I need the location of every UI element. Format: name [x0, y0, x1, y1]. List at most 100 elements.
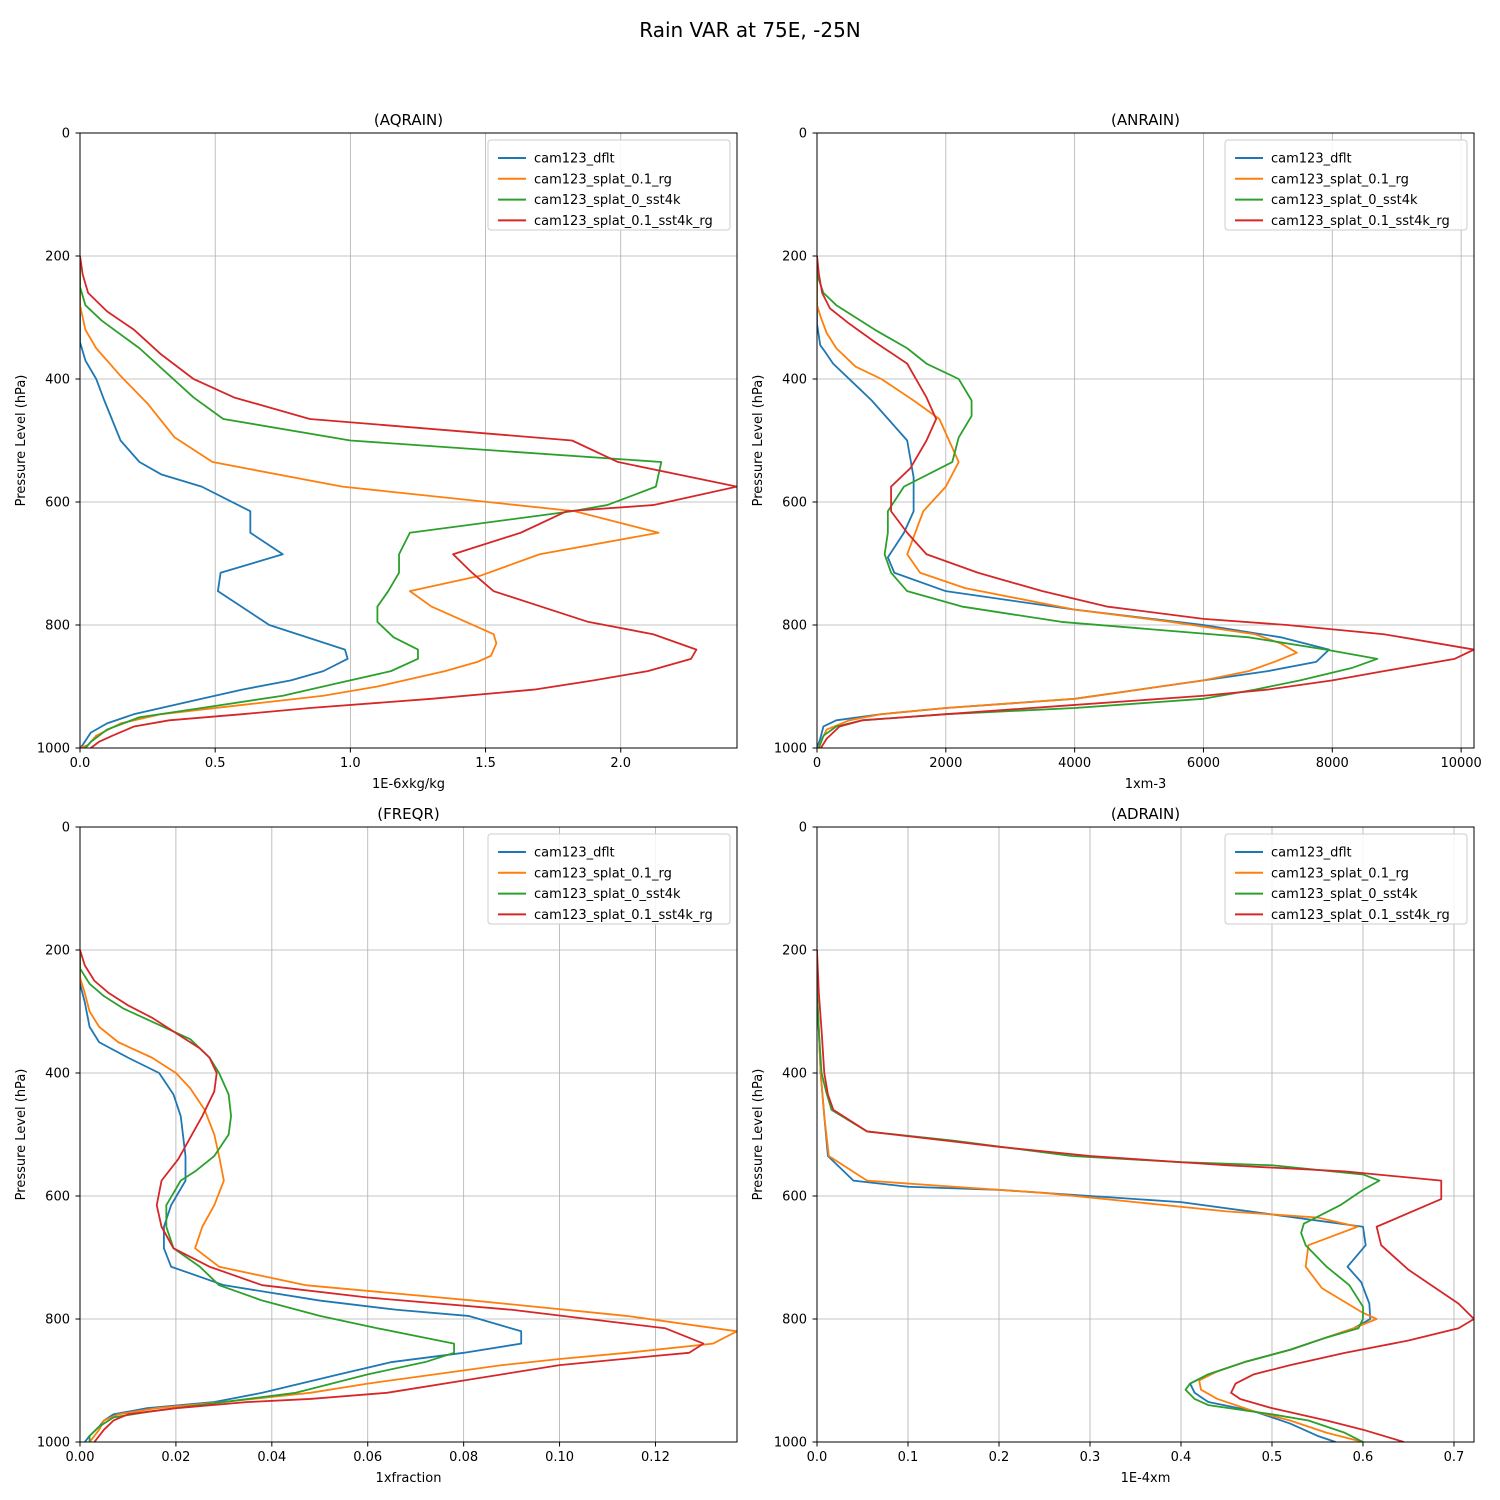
y-axis-label: Pressure Level (hPa): [751, 375, 766, 507]
y-tick-label: 600: [782, 1190, 807, 1205]
axes-frame: [816, 826, 1475, 1443]
y-tick-label: 400: [45, 373, 70, 388]
y-tick-label: 600: [45, 1190, 70, 1205]
axes-frame: [79, 132, 738, 749]
y-axis-label: Pressure Level (hPa): [751, 1069, 766, 1201]
y-axis-label: Pressure Level (hPa): [14, 375, 29, 507]
series-line-cam123_splat_0.1_rg: [80, 256, 660, 748]
y-tick-label: 0: [799, 127, 807, 142]
x-axis-label: 1E-6xkg/kg: [372, 777, 445, 792]
legend-entry: cam123_splat_0.1_sst4k_rg: [534, 908, 713, 923]
figure-title: Rain VAR at 75E, -25N: [639, 18, 861, 42]
y-tick-label: 200: [45, 944, 70, 959]
x-tick-label: 0.6: [1353, 1450, 1374, 1465]
y-tick-label: 200: [45, 250, 70, 265]
x-tick-label: 0.06: [353, 1450, 382, 1465]
legend-entry: cam123_splat_0.1_sst4k_rg: [1271, 908, 1450, 923]
x-tick-label: 0.08: [449, 1450, 478, 1465]
y-tick-label: 1000: [774, 1436, 807, 1451]
series-line-cam123_splat_0.1_rg: [80, 950, 737, 1442]
y-tick-label: 800: [782, 619, 807, 634]
x-tick-label: 0.4: [1171, 1450, 1192, 1465]
series-line-cam123_dflt: [80, 256, 349, 748]
x-tick-label: 10000: [1440, 756, 1481, 771]
legend-entry: cam123_dflt: [1271, 846, 1352, 861]
x-tick-label: 0.3: [1080, 1450, 1101, 1465]
y-tick-label: 800: [45, 619, 70, 634]
y-tick-label: 800: [45, 1313, 70, 1328]
x-tick-label: 0.12: [641, 1450, 670, 1465]
x-axis-label: 1xm-3: [1125, 777, 1167, 792]
axes-frame: [816, 132, 1475, 749]
x-tick-label: 0.1: [898, 1450, 919, 1465]
legend-entry: cam123_splat_0.1_rg: [1271, 866, 1409, 881]
y-axis-label: Pressure Level (hPa): [14, 1069, 29, 1201]
legend-box: [487, 833, 731, 925]
chart-panel: 0.0 0.5 1.0 1.5 2.0 0 200 400 600 800 1000 (AQRAIN)…: [14, 111, 738, 792]
chart-panel: 0 2000 4000 6000 8000 10000 0 200 400 600 800 1000 (…: [751, 111, 1482, 792]
legend-box: [487, 139, 731, 231]
x-tick-label: 2.0: [610, 756, 631, 771]
x-tick-label: 0.0: [807, 1450, 828, 1465]
legend-entry: cam123_splat_0.1_rg: [534, 172, 672, 187]
panel-title: (FREQR): [377, 805, 439, 823]
x-axis-label: 1E-4xm: [1121, 1471, 1171, 1486]
legend: cam123_dflt cam123_splat_0.1_rg cam123_spl…: [1224, 833, 1468, 925]
y-tick-label: 600: [782, 496, 807, 511]
legend: cam123_dflt cam123_splat_0.1_rg cam123_spl…: [487, 139, 731, 231]
panel-title: (AQRAIN): [374, 111, 443, 129]
series-line-cam123_splat_0.1_rg: [817, 950, 1378, 1442]
series-line-cam123_splat_0.1_rg: [817, 256, 1298, 748]
legend-entry: cam123_dflt: [534, 152, 615, 167]
x-tick-label: 1.5: [475, 756, 496, 771]
legend-entry: cam123_splat_0.1_sst4k_rg: [534, 214, 713, 229]
legend-entry: cam123_splat_0_sst4k: [1271, 193, 1418, 208]
legend-entry: cam123_dflt: [534, 846, 615, 861]
axes-frame: [79, 826, 738, 1443]
x-tick-label: 0.02: [161, 1450, 190, 1465]
legend: cam123_dflt cam123_splat_0.1_rg cam123_spl…: [487, 833, 731, 925]
y-tick-label: 400: [782, 373, 807, 388]
x-tick-label: 0.5: [205, 756, 226, 771]
x-tick-label: 8000: [1316, 756, 1349, 771]
series-line-cam123_splat_0_sst4k: [80, 256, 663, 748]
x-tick-label: 0.5: [1262, 1450, 1283, 1465]
series-line-cam123_splat_0_sst4k: [817, 256, 1379, 748]
legend-entry: cam123_splat_0.1_sst4k_rg: [1271, 214, 1450, 229]
x-tick-label: 4000: [1058, 756, 1091, 771]
chart-panel: 0.00 0.02 0.04 0.06 0.08 0.10 0.12 0 200 400 600 80…: [14, 805, 738, 1486]
panel-title: (ANRAIN): [1111, 111, 1180, 129]
y-tick-label: 0: [62, 821, 70, 836]
y-tick-label: 800: [782, 1313, 807, 1328]
legend-entry: cam123_splat_0_sst4k: [534, 193, 681, 208]
panels: 0.0 0.5 1.0 1.5 2.0 0 200 400 600 800 1000 (AQRAIN)…: [14, 111, 1482, 1486]
y-tick-label: 400: [782, 1067, 807, 1082]
y-tick-label: 200: [782, 944, 807, 959]
panel-title: (ADRAIN): [1111, 805, 1180, 823]
series-line-cam123_splat_0.1_sst4k_rg: [80, 255, 737, 748]
chart-panel: 0.0 0.1 0.2 0.3 0.4 0.5 0.6 0.7 0 200 400 600 800 100…: [751, 805, 1475, 1486]
x-tick-label: 1.0: [340, 756, 361, 771]
legend-entry: cam123_splat_0.1_rg: [1271, 172, 1409, 187]
x-tick-label: 0.7: [1444, 1450, 1465, 1465]
legend-entry: cam123_splat_0_sst4k: [534, 887, 681, 902]
y-tick-label: 600: [45, 496, 70, 511]
x-tick-label: 0.0: [70, 756, 91, 771]
y-tick-label: 0: [62, 127, 70, 142]
x-tick-label: 2000: [929, 756, 962, 771]
x-tick-label: 0.10: [545, 1450, 574, 1465]
legend-entry: cam123_splat_0_sst4k: [1271, 887, 1418, 902]
legend: cam123_dflt cam123_splat_0.1_rg cam123_spl…: [1224, 139, 1468, 231]
legend-box: [1224, 139, 1468, 231]
y-tick-label: 400: [45, 1067, 70, 1082]
x-tick-label: 0.2: [989, 1450, 1010, 1465]
y-tick-label: 1000: [774, 742, 807, 757]
x-tick-label: 6000: [1187, 756, 1220, 771]
legend-box: [1224, 833, 1468, 925]
x-tick-label: 0.04: [257, 1450, 286, 1465]
y-tick-label: 200: [782, 250, 807, 265]
x-axis-label: 1xfraction: [376, 1471, 442, 1486]
y-tick-label: 1000: [37, 1436, 70, 1451]
x-tick-label: 0.00: [66, 1450, 95, 1465]
